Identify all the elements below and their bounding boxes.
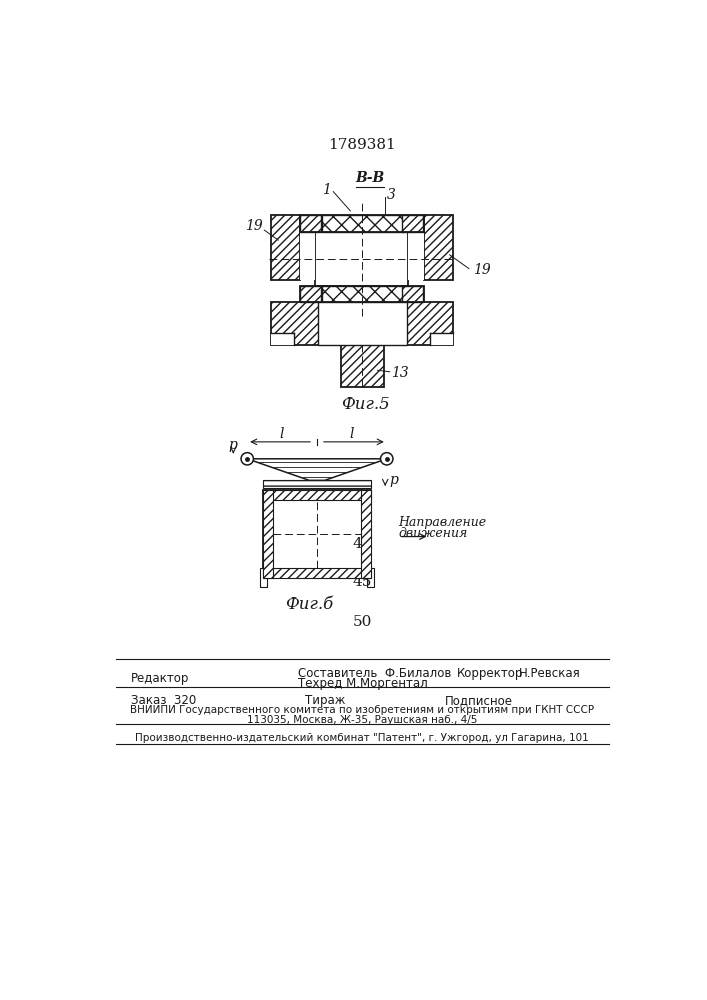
Text: Н.Ревская: Н.Ревская [518,667,580,680]
Circle shape [241,453,253,465]
Text: Направление: Направление [398,516,486,529]
Bar [402,215,423,232]
Bar [271,333,293,345]
Circle shape [380,453,393,465]
Text: 3: 3 [387,188,396,202]
Bar [424,215,453,280]
Text: 1789381: 1789381 [328,138,396,152]
Bar [368,568,373,587]
Bar [341,345,384,387]
Text: 19: 19 [473,263,491,277]
Text: Заказ  320: Заказ 320 [131,694,197,707]
Text: В-В: В-В [355,171,385,185]
Text: ВНИИПИ Государственного комитета по изобретениям и открытиям при ГКНТ СССР: ВНИИПИ Государственного комитета по изоб… [130,705,594,715]
Text: l: l [280,427,284,441]
Text: Тираж: Тираж [305,694,346,707]
Text: движения: движения [398,527,467,540]
Bar [260,568,267,587]
Bar [322,286,403,302]
Bar [263,490,371,578]
Bar [315,232,409,286]
Bar [317,302,407,345]
Text: p: p [389,473,398,487]
Bar [263,480,371,488]
Bar [430,333,453,345]
Bar [322,215,403,232]
Text: Корректор: Корректор [457,667,523,680]
Bar [300,286,424,302]
Text: 19: 19 [245,219,262,233]
Bar [271,302,453,345]
Text: l: l [350,427,354,441]
Text: 113035, Москва, Ж-35, Раушская наб., 4/5: 113035, Москва, Ж-35, Раушская наб., 4/5 [247,715,477,725]
Text: Фиг.5: Фиг.5 [341,396,390,413]
Text: Техред М.Моргентал: Техред М.Моргентал [298,677,427,690]
Text: Производственно-издательский комбинат "Патент", г. Ужгород, ул Гагарина, 101: Производственно-издательский комбинат "П… [135,733,589,743]
Text: 45: 45 [352,575,372,589]
Text: Составитель  Ф.Билалов: Составитель Ф.Билалов [298,667,451,680]
Bar [300,232,315,280]
Text: 1: 1 [322,183,331,197]
Bar [300,286,321,302]
Bar [263,568,371,578]
Text: 40: 40 [352,536,372,550]
Bar [263,490,273,578]
Bar [263,490,371,500]
Bar [409,232,424,280]
Text: p: p [229,438,238,452]
Bar [300,215,321,232]
Text: Фиг.б: Фиг.б [285,596,334,613]
Text: Редактор: Редактор [131,672,189,685]
Bar [361,490,371,578]
Text: 13: 13 [392,366,409,380]
Text: Подписное: Подписное [445,694,513,707]
Polygon shape [247,459,387,480]
Bar [300,215,424,232]
Bar [271,215,300,280]
Text: 50: 50 [352,615,372,629]
Bar [402,286,423,302]
